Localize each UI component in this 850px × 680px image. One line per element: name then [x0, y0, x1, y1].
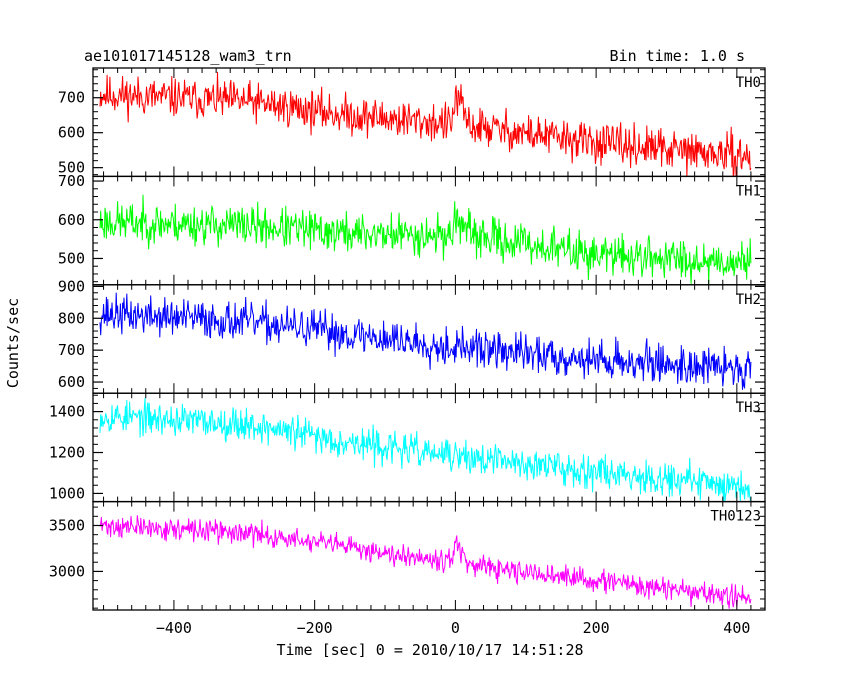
series-line-th0123	[99, 515, 752, 609]
y-tick-label: 1000	[49, 484, 85, 502]
bin-time-label: Bin time: 1.0 s	[610, 47, 745, 65]
y-tick-label: 700	[58, 341, 85, 359]
y-tick-label: 500	[58, 159, 85, 177]
panel-th0: 500 600 700 TH0	[58, 67, 766, 178]
x-tick-label: 400	[723, 619, 750, 637]
panel-th0123: 3000 3500 TH0123	[49, 500, 766, 611]
y-tick-label: 600	[58, 124, 85, 142]
series-line-th2	[99, 292, 752, 390]
y-tick-label: 500	[58, 249, 85, 267]
y-tick-label: 3500	[49, 516, 85, 534]
y-tick-label: 900	[58, 277, 85, 295]
panel-label: TH0123	[710, 509, 761, 525]
panel-th2: 600 700 800 900 TH2	[58, 277, 766, 394]
y-tick-label: 700	[58, 89, 85, 107]
series-line-th3	[99, 397, 751, 502]
y-tick-label: 1200	[49, 444, 85, 462]
panel-group: 500 600 700 TH0 500 600 700 TH1 600 700 800 900 TH2 1…	[49, 67, 766, 611]
x-axis: −400 −200 0 200 400	[156, 619, 751, 637]
panel-th3: 1000 1200 1400 TH3	[49, 392, 766, 502]
y-axis-label: Counts/sec	[4, 298, 22, 388]
panel-label: TH1	[736, 183, 761, 199]
panel-th1: 500 600 700 TH1	[58, 172, 766, 286]
y-tick-label: 800	[58, 309, 85, 327]
panel-label: TH2	[736, 292, 761, 308]
panel-frame	[92, 500, 766, 611]
series-line-th0	[99, 71, 752, 177]
y-tick-label: 700	[58, 172, 85, 190]
y-tick-label: 600	[58, 211, 85, 229]
panel-label: TH3	[736, 400, 761, 416]
series-line-th1	[99, 194, 752, 285]
panel-frame	[92, 284, 766, 394]
x-tick-label: −400	[156, 619, 192, 637]
y-tick-label: 1400	[49, 403, 85, 421]
y-tick-label: 600	[58, 373, 85, 391]
x-tick-label: −200	[297, 619, 333, 637]
y-tick-label: 3000	[49, 562, 85, 580]
x-tick-label: 0	[451, 619, 460, 637]
panel-label: TH0	[736, 75, 761, 91]
chart-title: ae101017145128_wam3_trn	[84, 47, 292, 65]
x-tick-label: 200	[583, 619, 610, 637]
x-axis-label: Time [sec] 0 = 2010/10/17 14:51:28	[276, 641, 583, 659]
